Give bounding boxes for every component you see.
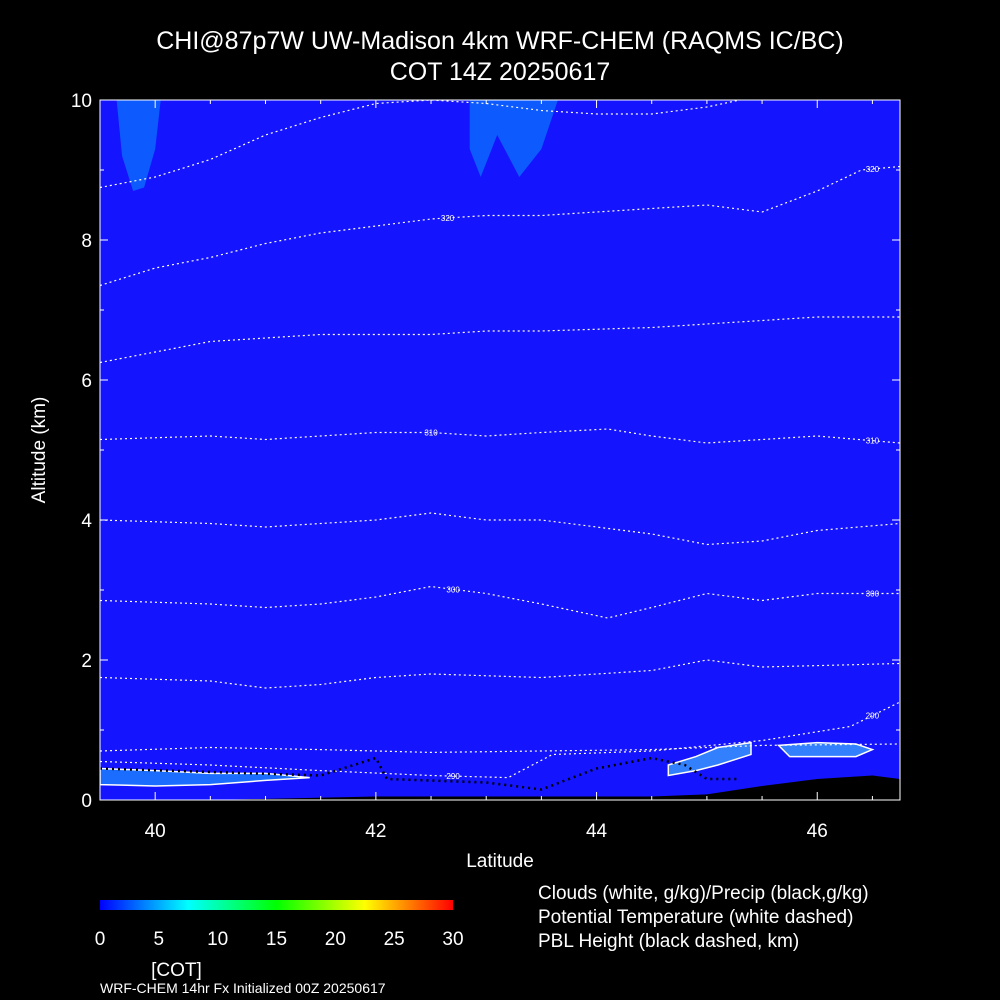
x-axis-label: Latitude [466, 851, 534, 872]
theta-contour-0 [100, 743, 900, 754]
y-tick-label-6: 6 [81, 371, 92, 392]
y-tick-label-10: 10 [71, 91, 92, 112]
theta-contour-3 [100, 585, 900, 619]
colorbar-tick-15: 15 [266, 929, 287, 950]
theta-label-5-0: 310 [424, 429, 438, 438]
x-tick-label-44: 44 [586, 821, 608, 842]
y-tick-label-0: 0 [81, 791, 92, 812]
colorbar-tick-5: 5 [154, 929, 165, 950]
legend-clouds: Clouds (white, g/kg)/Precip (black,g/kg) [538, 883, 869, 904]
x-tick-label-40: 40 [145, 821, 166, 842]
theta-label-5-1: 310 [866, 437, 880, 446]
y-tick-label-2: 2 [81, 651, 92, 672]
theta-contour-6 [100, 316, 900, 364]
theta-contour-8 [100, 100, 741, 189]
cot-region-0 [100, 767, 310, 787]
chart-title: CHI@87p7W UW-Madison 4km WRF-CHEM (RAQMS… [156, 27, 844, 55]
x-tick-label-46: 46 [807, 821, 828, 842]
cot-region-2 [776, 741, 875, 758]
cot-region-3 [116, 100, 161, 191]
legend-pbl: PBL Height (black dashed, km) [538, 931, 800, 952]
plot-background [100, 100, 900, 800]
colorbar-label: [COT] [151, 960, 202, 981]
colorbar-gradient [100, 900, 453, 910]
theta-label-1-1: 290 [866, 712, 880, 721]
theta-contour-7 [100, 165, 900, 287]
y-tick-label-4: 4 [81, 511, 92, 532]
theta-label-3-0: 300 [446, 585, 460, 594]
theta-label-7-0: 320 [441, 214, 455, 223]
colorbar-tick-10: 10 [207, 929, 228, 950]
colorbar-tick-25: 25 [384, 929, 405, 950]
x-tick-label-42: 42 [365, 821, 386, 842]
colorbar-tick-0: 0 [95, 929, 106, 950]
colorbar-tick-30: 30 [442, 929, 463, 950]
theta-label-3-1: 300 [866, 590, 880, 599]
theta-contour-4 [100, 512, 900, 546]
cot-region-1 [667, 741, 752, 777]
colorbar-tick-20: 20 [325, 929, 346, 950]
chart-subtitle: COT 14Z 20250617 [389, 58, 611, 86]
theta-label-1-0: 290 [446, 772, 460, 781]
cot-region-4 [469, 100, 558, 177]
terrain [100, 775, 900, 800]
footer-note: WRF-CHEM 14hr Fx Initialized 00Z 2025061… [100, 980, 386, 996]
y-tick-label-8: 8 [81, 231, 92, 252]
theta-label-7-1: 320 [866, 165, 880, 174]
legend-theta: Potential Temperature (white dashed) [538, 907, 854, 928]
theta-contour-1 [100, 701, 900, 779]
y-axis-label: Altitude (km) [29, 397, 50, 504]
